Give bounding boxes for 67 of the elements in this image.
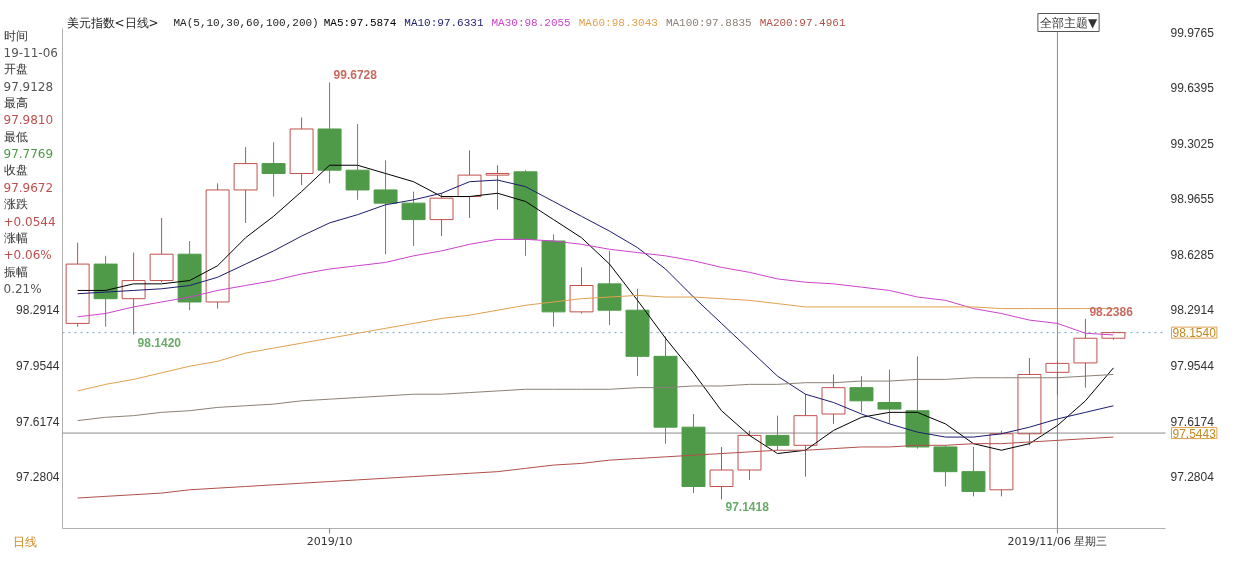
y2-tick-label: 97.6174	[1170, 414, 1215, 429]
candlestick	[597, 250, 622, 326]
text: 开盘	[3, 62, 28, 77]
candlestick	[457, 149, 482, 219]
text: +0.06%	[3, 247, 52, 262]
y-tick-label: 97.9544	[16, 359, 60, 373]
x-tick-label: 2019/11/06 星期三	[1007, 535, 1108, 548]
ref-line-label: 97.5443	[1172, 426, 1217, 441]
y-tick-label: 97.6174	[16, 414, 60, 429]
text: 最低	[3, 129, 28, 144]
y2-tick-label: 97.9544	[1170, 359, 1215, 373]
chart-title: 美元指数<日线>	[66, 15, 159, 30]
y2-tick-label: 99.3025	[1170, 136, 1215, 151]
candlestick	[373, 159, 398, 255]
candlestick	[121, 252, 146, 336]
x-tick-label: 2019/10	[306, 535, 353, 548]
text: 振幅	[3, 264, 28, 279]
annotation: 99.6728	[333, 68, 378, 83]
y2-tick-label: 98.9655	[1170, 192, 1215, 207]
candlestick	[1073, 318, 1098, 389]
text: 97.7769	[3, 147, 54, 162]
text: 涨跌	[3, 197, 28, 212]
y2-tick-label: 97.2804	[1170, 470, 1215, 485]
text: +0.0544	[3, 214, 56, 229]
candlestick	[737, 429, 762, 481]
text: 收盘	[3, 163, 28, 178]
y-tick-label: 98.2914	[16, 303, 60, 318]
annotation: 97.1418	[725, 500, 770, 515]
candlestick	[233, 146, 258, 224]
text: 日线	[12, 534, 37, 549]
candlestick	[261, 141, 286, 198]
text: MA10:97.6331	[404, 16, 484, 29]
annotation: 98.2386	[1089, 304, 1134, 319]
candlestick	[1045, 360, 1070, 396]
candlestick	[289, 116, 314, 186]
text: MA60:98.3043	[578, 16, 658, 29]
y-tick-label: 97.2804	[16, 470, 60, 485]
ref-line-label: 98.1540	[1172, 326, 1217, 341]
text: MA200:97.4961	[759, 16, 846, 29]
candlestick	[709, 446, 734, 500]
y2-tick-label: 98.2914	[1170, 303, 1215, 318]
candlestick	[485, 164, 510, 211]
y2-tick-label: 98.6285	[1170, 247, 1215, 262]
candlestick	[65, 242, 90, 328]
y2-tick-label: 99.9765	[1170, 25, 1215, 40]
y2-tick-label: 99.6395	[1170, 81, 1215, 96]
candlestick	[625, 288, 650, 377]
text: 19-11-06	[3, 45, 58, 60]
line-series	[77, 436, 1114, 499]
text: MA30:98.2055	[491, 16, 571, 29]
text: 97.9128	[3, 79, 54, 94]
candlestick	[821, 373, 846, 425]
text: 97.9810	[3, 113, 54, 128]
line-series	[77, 373, 1114, 422]
text: 最高	[3, 95, 28, 110]
text: 时间	[3, 28, 28, 43]
text: 97.9672	[3, 180, 54, 195]
annotation: 全部主题▼	[1039, 15, 1098, 30]
text: 0.21%	[3, 281, 42, 296]
legend-title: MA(5,10,30,60,100,200)	[173, 16, 319, 29]
text: MA100:97.8835	[665, 16, 752, 29]
candlestick	[317, 81, 342, 184]
text: MA5:97.5874	[323, 16, 397, 29]
candlestick	[793, 393, 818, 478]
candlestick	[345, 123, 370, 201]
annotation: 98.1420	[137, 335, 182, 350]
text: 涨幅	[3, 230, 28, 245]
